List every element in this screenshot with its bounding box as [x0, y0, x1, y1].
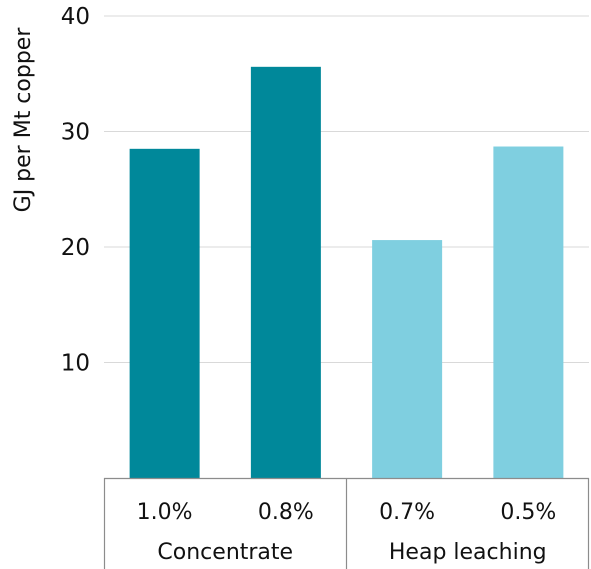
bar [250, 66, 321, 478]
x-tick-label: 1.0% [137, 500, 193, 525]
category-axis [103, 477, 590, 569]
group-label: Concentrate [157, 540, 293, 565]
bar [493, 146, 564, 478]
x-tick-label: 0.8% [258, 500, 314, 525]
y-tick-label: 10 [61, 351, 90, 377]
y-tick-label: 20 [61, 235, 90, 261]
group-label: Heap leaching [389, 540, 547, 565]
bar [372, 240, 443, 478]
group-labels: Concentrate Heap leaching [157, 540, 546, 565]
x-tick-label: 0.5% [500, 500, 556, 525]
bars [129, 66, 564, 478]
y-tick-label: 30 [61, 120, 90, 146]
y-tick-labels: 10 20 30 40 [61, 4, 90, 377]
bar [129, 148, 200, 478]
y-axis-title: GJ per Mt copper [11, 27, 36, 213]
y-tick-label: 40 [61, 4, 90, 30]
x-tick-labels: 1.0% 0.8% 0.7% 0.5% [137, 500, 557, 525]
x-tick-label: 0.7% [379, 500, 435, 525]
